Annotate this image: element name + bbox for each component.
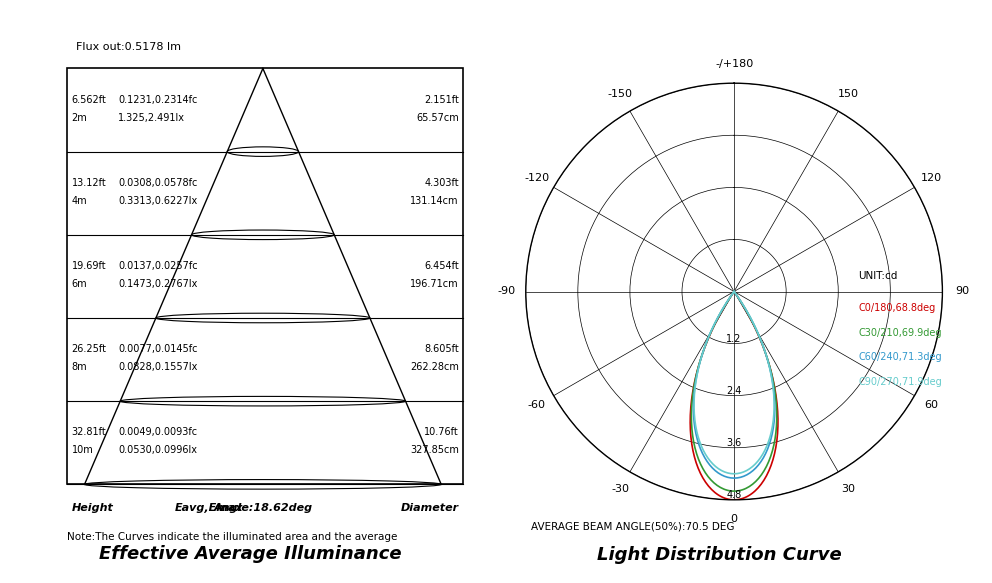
Text: 0.0137,0.0257fc: 0.0137,0.0257fc	[118, 261, 198, 271]
Text: C90/270,71.9deg: C90/270,71.9deg	[858, 377, 941, 387]
Text: 10.76ft: 10.76ft	[424, 427, 458, 437]
Text: 6m: 6m	[71, 279, 87, 289]
Text: 0.0828,0.1557lx: 0.0828,0.1557lx	[118, 362, 197, 372]
Text: Flux out:0.5178 lm: Flux out:0.5178 lm	[76, 42, 182, 52]
Text: 8m: 8m	[71, 362, 87, 372]
Text: 1.325,2.491lx: 1.325,2.491lx	[118, 113, 186, 122]
Text: 0.0049,0.0093fc: 0.0049,0.0093fc	[118, 427, 197, 437]
Text: 2m: 2m	[71, 113, 87, 122]
Text: Effective Average Illuminance: Effective Average Illuminance	[99, 545, 402, 563]
Text: 3.6: 3.6	[726, 438, 742, 448]
Text: 6.454ft: 6.454ft	[424, 261, 458, 271]
Text: 26.25ft: 26.25ft	[71, 344, 107, 354]
Text: 13.12ft: 13.12ft	[71, 178, 106, 188]
Text: 19.69ft: 19.69ft	[71, 261, 106, 271]
Text: Note:The Curves indicate the illuminated area and the average: Note:The Curves indicate the illuminated…	[67, 532, 398, 542]
Text: 2.151ft: 2.151ft	[424, 94, 458, 104]
Text: 1.2: 1.2	[726, 333, 742, 343]
Text: C60/240,71.3deg: C60/240,71.3deg	[858, 352, 941, 362]
Text: Angle:18.62deg: Angle:18.62deg	[213, 504, 312, 514]
Text: C0/180,68.8deg: C0/180,68.8deg	[858, 303, 935, 313]
Text: 196.71cm: 196.71cm	[410, 279, 458, 289]
Text: Light Distribution Curve: Light Distribution Curve	[597, 546, 841, 564]
Text: 0.1473,0.2767lx: 0.1473,0.2767lx	[118, 279, 197, 289]
Text: 2.4: 2.4	[726, 386, 742, 396]
Text: C30/210,69.9deg: C30/210,69.9deg	[858, 328, 941, 338]
Text: Height: Height	[71, 504, 114, 514]
Text: 6.562ft: 6.562ft	[71, 94, 106, 104]
Text: UNIT:cd: UNIT:cd	[858, 271, 898, 281]
Text: 0.1231,0.2314fc: 0.1231,0.2314fc	[118, 94, 197, 104]
Text: 32.81ft: 32.81ft	[71, 427, 106, 437]
Text: 0.3313,0.6227lx: 0.3313,0.6227lx	[118, 196, 197, 206]
Text: 4.8: 4.8	[726, 490, 742, 500]
Text: 10m: 10m	[71, 445, 93, 455]
Text: 262.28cm: 262.28cm	[410, 362, 458, 372]
Bar	[67, 68, 463, 484]
Text: Eavg,Emax: Eavg,Emax	[175, 504, 243, 514]
Text: 131.14cm: 131.14cm	[411, 196, 458, 206]
Text: AVERAGE BEAM ANGLE(50%):70.5 DEG: AVERAGE BEAM ANGLE(50%):70.5 DEG	[531, 522, 734, 532]
Text: 0.0077,0.0145fc: 0.0077,0.0145fc	[118, 344, 197, 354]
Text: 4m: 4m	[71, 196, 87, 206]
Text: 8.605ft: 8.605ft	[424, 344, 458, 354]
Text: 4.303ft: 4.303ft	[424, 178, 458, 188]
Text: Diameter: Diameter	[401, 504, 458, 514]
Text: 0.0308,0.0578fc: 0.0308,0.0578fc	[118, 178, 197, 188]
Text: 327.85cm: 327.85cm	[410, 445, 458, 455]
Text: 0.0530,0.0996lx: 0.0530,0.0996lx	[118, 445, 197, 455]
Text: 65.57cm: 65.57cm	[416, 113, 458, 122]
